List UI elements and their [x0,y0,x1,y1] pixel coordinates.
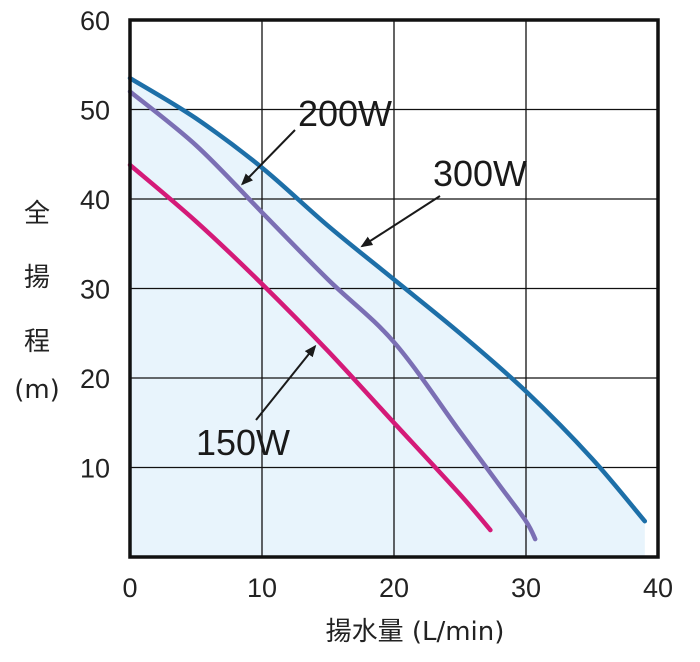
callout-arrow-200w [241,129,296,186]
callout-arrow-300w [360,195,441,248]
y-tick-label: 40 [80,185,110,215]
y-tick-label: 10 [80,454,110,484]
series-line-300w [127,75,648,524]
callout-arrow-150w [255,344,317,421]
y-axis-title-line: 程 [24,327,50,357]
x-tick-label: 0 [122,573,137,603]
y-axis-title: 全 揚 程 (m) [14,199,60,405]
callout-label-200w: 200W [298,93,392,134]
callout-label-150w: 150W [196,422,290,463]
callout-label-300w: 300W [433,153,527,194]
operating-region-shading [130,78,645,557]
y-tick-label: 30 [80,275,110,305]
y-tick-label: 60 [80,6,110,36]
series-line-200w [127,89,538,542]
plot-frame [128,18,660,559]
y-axis-title-line: 全 [24,199,50,229]
x-tick-label: 30 [511,573,541,603]
y-axis-title-line: (m) [14,375,60,405]
x-axis-title: 揚水量 (L/min) [326,617,505,647]
x-tick-label: 40 [643,573,673,603]
y-axis-title-line: 揚 [24,263,50,293]
y-tick-label: 20 [80,364,110,394]
x-tick-label: 20 [379,573,409,603]
y-tick-label: 50 [80,96,110,126]
x-tick-label: 10 [247,573,277,603]
series-line-150w [127,162,493,533]
